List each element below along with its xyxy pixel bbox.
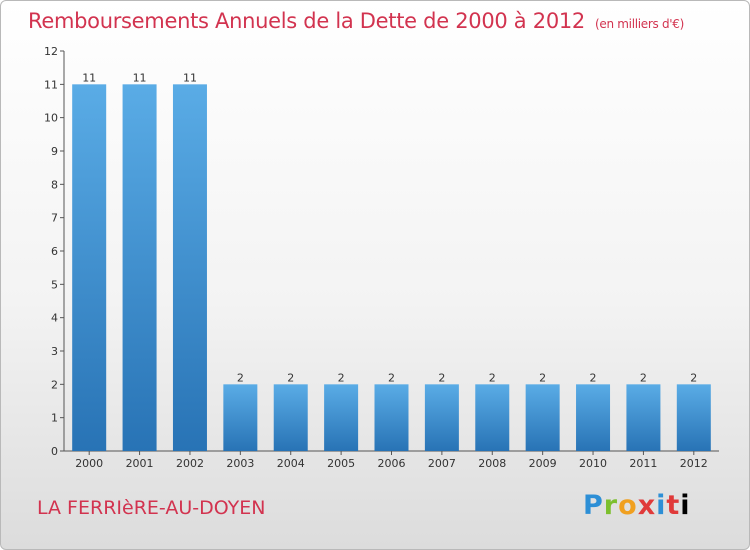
y-tick-label: 4 — [51, 312, 58, 325]
y-tick-label: 1 — [51, 412, 58, 425]
bar — [122, 84, 157, 451]
logo-letter: t — [666, 490, 681, 521]
data-label: 2 — [438, 371, 445, 384]
x-tick-label: 2009 — [529, 457, 557, 470]
data-label: 2 — [388, 371, 395, 384]
x-tick-label: 2002 — [176, 457, 204, 470]
bar — [475, 384, 510, 451]
logo-letter: r — [603, 490, 619, 521]
logo-letter: x — [637, 490, 657, 521]
y-tick-label: 12 — [44, 45, 58, 58]
data-label: 2 — [640, 371, 647, 384]
y-tick-label: 7 — [51, 212, 58, 225]
data-label: 11 — [133, 71, 147, 84]
data-label: 2 — [489, 371, 496, 384]
data-label: 2 — [287, 371, 294, 384]
y-tick-label: 9 — [51, 145, 58, 158]
bar — [374, 384, 409, 451]
x-tick-label: 2003 — [226, 457, 254, 470]
y-tick-label: 6 — [51, 245, 58, 258]
bar — [172, 84, 207, 451]
bar — [72, 84, 107, 451]
x-tick-label: 2000 — [75, 457, 103, 470]
bar — [525, 384, 560, 451]
bar — [223, 384, 258, 451]
chart-title: Remboursements Annuels de la Dette de 20… — [28, 9, 684, 33]
x-tick-label: 2006 — [378, 457, 406, 470]
commune-name: LA FERRIèRE-AU-DOYEN — [37, 497, 266, 519]
y-tick-label: 8 — [51, 178, 58, 191]
x-tick-label: 2011 — [629, 457, 657, 470]
data-label: 2 — [539, 371, 546, 384]
y-tick-label: 10 — [44, 112, 58, 125]
logo-letter: i — [680, 490, 691, 521]
chart-title-text: Remboursements Annuels de la Dette de 20… — [28, 9, 585, 33]
bar — [424, 384, 459, 451]
y-tick-label: 5 — [51, 278, 58, 291]
data-label: 2 — [237, 371, 244, 384]
chart-bars — [72, 84, 711, 451]
bar — [676, 384, 711, 451]
data-label: 11 — [82, 71, 96, 84]
y-tick-label: 0 — [51, 445, 58, 458]
bar — [576, 384, 611, 451]
x-tick-label: 2005 — [327, 457, 355, 470]
bar — [324, 384, 359, 451]
y-tick-label: 2 — [51, 378, 58, 391]
bar — [273, 384, 308, 451]
y-tick-label: 3 — [51, 345, 58, 358]
x-tick-label: 2010 — [579, 457, 607, 470]
bar — [626, 384, 661, 451]
logo-letter: i — [656, 490, 667, 521]
x-tick-label: 2007 — [428, 457, 456, 470]
logo-letter: o — [618, 490, 638, 521]
data-label: 11 — [183, 71, 197, 84]
logo-letter: P — [583, 490, 604, 521]
data-label: 2 — [590, 371, 597, 384]
x-tick-label: 2008 — [478, 457, 506, 470]
proxiti-logo[interactable]: Proxiti — [583, 490, 691, 521]
data-label: 2 — [690, 371, 697, 384]
x-tick-label: 2012 — [680, 457, 708, 470]
x-tick-label: 2001 — [126, 457, 154, 470]
chart-unit: (en milliers d'€) — [595, 17, 685, 31]
x-tick-label: 2004 — [277, 457, 305, 470]
chart-labels: 11 2000 11 2001 11 2002 2 2003 2 2004 2 2005 2 2006 2 2… — [75, 71, 708, 470]
data-label: 2 — [338, 371, 345, 384]
y-tick-label: 11 — [44, 78, 58, 91]
